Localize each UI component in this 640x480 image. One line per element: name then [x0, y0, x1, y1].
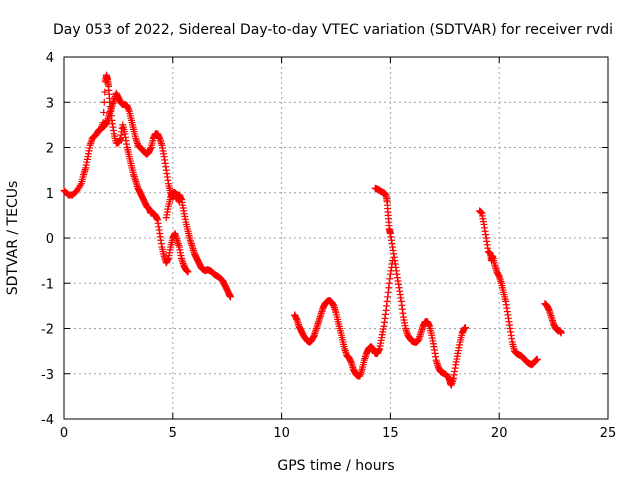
data-point-marker	[533, 355, 541, 363]
y-tick-label: -1	[41, 277, 54, 292]
tick-labels: 0 5 10 15 20 25 -4 -3 -2 -1 0 1 2 3 4	[41, 51, 616, 441]
data-point-marker	[100, 108, 108, 116]
y-tick-label: 4	[46, 51, 54, 66]
y-axis-label: SDTVAR / TECUs	[5, 181, 21, 296]
plot-frame	[63, 56, 609, 420]
x-tick-label: 25	[600, 426, 617, 441]
x-tick-label: 10	[273, 426, 290, 441]
data-point-marker	[99, 119, 107, 127]
x-tick-label: 5	[169, 426, 177, 441]
y-tick-label: 1	[46, 187, 54, 202]
x-tick-label: 0	[60, 426, 68, 441]
axes	[63, 56, 609, 420]
data-point-marker	[557, 329, 565, 337]
y-tick-label: -4	[41, 413, 54, 428]
y-tick-label: 2	[46, 142, 54, 157]
y-tick-label: 3	[46, 96, 54, 111]
x-tick-label: 15	[382, 426, 399, 441]
data-point-marker	[101, 88, 109, 96]
x-axis-label: GPS time / hours	[277, 458, 394, 474]
chart-title: Day 053 of 2022, Sidereal Day-to-day VTE…	[53, 22, 613, 38]
y-tick-label: 0	[46, 232, 54, 247]
data-point-marker	[461, 324, 469, 332]
data-point-marker	[184, 268, 192, 276]
y-tick-label: -3	[41, 368, 54, 383]
data-point-marker	[76, 181, 84, 189]
y-tick-label: -2	[41, 323, 54, 338]
data-point-marker	[226, 293, 234, 301]
data-points	[60, 71, 565, 389]
x-tick-label: 20	[491, 426, 508, 441]
